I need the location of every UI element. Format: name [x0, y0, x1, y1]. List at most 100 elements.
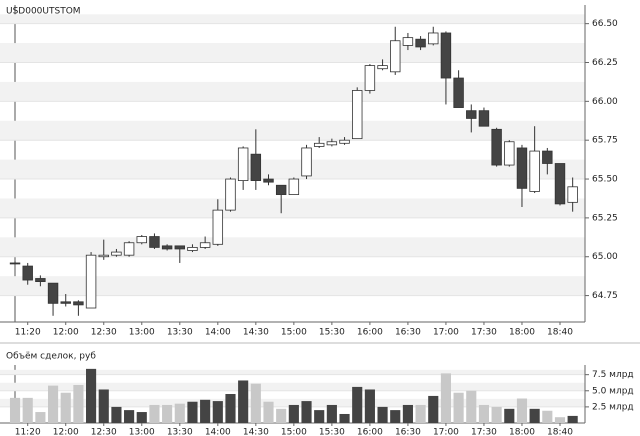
candle-body — [212, 209, 224, 245]
background-stripe — [0, 369, 585, 375]
candle-body — [504, 141, 515, 166]
candle-body — [529, 150, 540, 192]
candle-body — [453, 77, 464, 108]
candle-body — [73, 301, 84, 306]
volume-bar — [453, 392, 464, 423]
volume-bar — [9, 397, 21, 423]
volume-bar — [567, 415, 578, 423]
candle-body — [85, 254, 97, 309]
candle-body — [428, 32, 439, 45]
volume-bar — [377, 406, 388, 423]
volume-bar — [212, 401, 223, 423]
candle-body — [225, 178, 236, 211]
volume-bar — [174, 403, 185, 423]
volume-bar — [124, 410, 135, 423]
candle-body — [364, 65, 376, 91]
volume-bar — [136, 412, 147, 423]
volume-bar — [238, 380, 249, 423]
x-tick-label: 18:00 — [509, 428, 535, 436]
candle-body — [263, 178, 274, 183]
y-tick-label: 65.00 — [592, 252, 618, 262]
volume-bar — [339, 413, 350, 423]
y-tick-label: 7.5 млрд — [592, 370, 634, 380]
volume-bar — [73, 384, 84, 423]
x-tick-label: 17:30 — [471, 328, 497, 338]
y-tick-label: 65.25 — [592, 213, 618, 223]
volume-bar — [516, 398, 528, 423]
x-tick-label: 15:30 — [319, 428, 345, 436]
background-stripe — [0, 198, 585, 218]
background-stripe — [0, 43, 585, 63]
background-stripe — [0, 120, 585, 141]
volume-bar — [288, 404, 299, 423]
volume-bar — [86, 368, 97, 423]
x-tick-label: 13:30 — [167, 428, 193, 436]
candle-body — [9, 262, 21, 265]
volume-bar — [225, 394, 236, 423]
volume-bar — [390, 410, 401, 423]
volume-bar — [276, 408, 287, 423]
candle-body — [339, 139, 350, 144]
candle-body — [237, 147, 249, 181]
volume-bar — [542, 410, 553, 423]
x-tick-label: 13:30 — [167, 328, 193, 338]
x-tick-label: 17:00 — [433, 328, 459, 338]
candle-body — [326, 141, 338, 146]
x-tick-label: 17:30 — [471, 428, 497, 436]
background-stripe — [0, 398, 585, 407]
volume-bar — [466, 390, 477, 423]
x-tick-label: 11:20 — [15, 328, 41, 338]
candle-body — [250, 153, 262, 181]
x-tick-label: 14:00 — [205, 428, 231, 436]
y-tick-label: 66.50 — [592, 19, 618, 29]
volume-bar — [47, 385, 59, 423]
x-tick-label: 18:00 — [509, 328, 535, 338]
candle-body — [187, 247, 198, 251]
volume-bar — [301, 401, 312, 423]
background-stripe — [0, 237, 585, 257]
x-tick-label: 12:00 — [53, 328, 79, 338]
x-tick-label: 11:20 — [15, 428, 41, 436]
volume-bar — [491, 406, 502, 423]
background-stripe — [0, 159, 585, 180]
volume-bar — [352, 386, 363, 423]
candle-body — [111, 251, 122, 256]
volume-bar — [504, 408, 515, 423]
candle-body — [123, 242, 135, 256]
volume-bar — [263, 401, 274, 423]
x-tick-label: 12:30 — [91, 428, 117, 436]
candle-body — [22, 265, 33, 281]
x-tick-label: 16:30 — [395, 328, 421, 338]
candle-body — [47, 282, 59, 304]
candle-body — [199, 242, 211, 248]
candle-body — [136, 236, 147, 244]
volume-bar — [22, 397, 33, 423]
y-tick-label: 2.5 млрд — [592, 402, 634, 412]
x-tick-label: 13:00 — [129, 428, 155, 436]
candle-body — [149, 236, 160, 248]
y-tick-label: 65.50 — [592, 175, 618, 185]
candle-body — [440, 32, 452, 79]
x-tick-label: 14:30 — [243, 428, 269, 436]
x-tick-label: 16:30 — [395, 428, 421, 436]
volume-bar — [149, 404, 160, 423]
y-tick-label: 65.75 — [592, 136, 618, 146]
candle-body — [390, 40, 401, 73]
volume-bar — [35, 412, 46, 423]
candle-body — [301, 147, 312, 177]
candle-body — [491, 128, 502, 166]
x-tick-label: 18:40 — [547, 428, 573, 436]
candle-body — [60, 301, 71, 304]
volume-bar — [415, 404, 426, 423]
background-stripe — [0, 81, 585, 102]
y-tick-label: 5.0 млрд — [592, 386, 634, 396]
candle-body — [402, 37, 414, 46]
volume-bar — [314, 410, 325, 423]
x-tick-label: 12:00 — [53, 428, 79, 436]
candle-body — [174, 245, 186, 250]
volume-bar — [529, 408, 540, 423]
chart-title: USD000UTSTOM — [6, 7, 81, 17]
volume-bar — [187, 401, 198, 423]
volume-bar — [364, 389, 375, 423]
